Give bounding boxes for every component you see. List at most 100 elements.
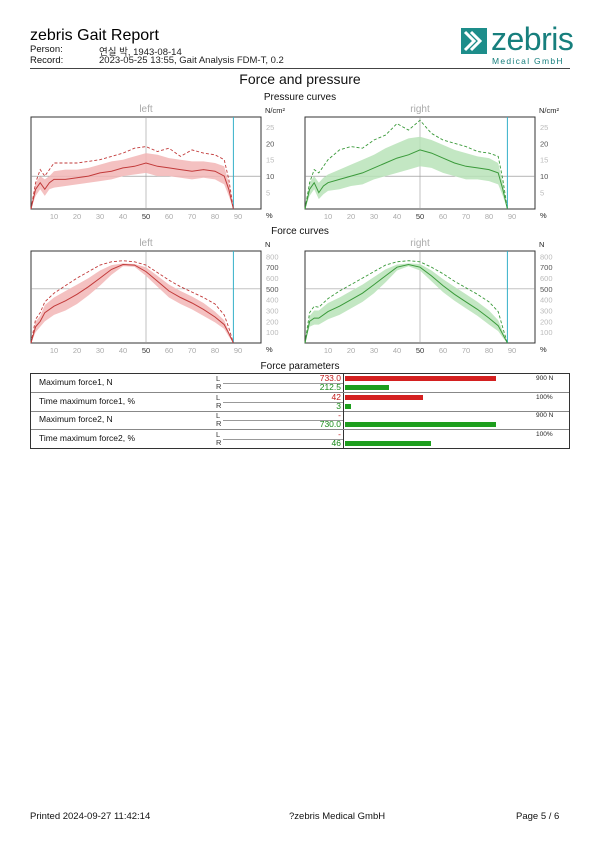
param-divider bbox=[223, 438, 343, 440]
force-right-xtick-label: 80 bbox=[485, 346, 493, 355]
pressure-left-ytick-label: 10 bbox=[266, 172, 274, 181]
pressure-left-xtick-label: 40 bbox=[119, 212, 127, 221]
report-title: zebris Gait Report bbox=[30, 27, 159, 44]
param-left-value: - bbox=[338, 428, 341, 439]
param-right-bar bbox=[345, 385, 389, 390]
force-left-xtick-label: 60 bbox=[165, 346, 173, 355]
param-left-value: - bbox=[338, 410, 341, 420]
force-left-ytick-label: 500 bbox=[266, 285, 279, 294]
p-left-yaxis: 25 20 15 10 5 bbox=[266, 123, 274, 198]
param-side-l: L bbox=[216, 374, 221, 383]
force-chart-right: 10 20 30 40 50 60 70 80 90 bbox=[304, 250, 536, 355]
pressure-right-xtick-label: 90 bbox=[508, 212, 516, 221]
force-left-ytick-label: 800 bbox=[266, 252, 279, 261]
force-parameters-title: Force parameters bbox=[260, 361, 340, 372]
param-left-bar bbox=[345, 376, 497, 381]
param-side-r: R bbox=[216, 419, 222, 428]
pressure-right-xtick-label: 80 bbox=[485, 212, 493, 221]
param-side-r: R bbox=[216, 382, 222, 391]
param-right-bar bbox=[345, 422, 496, 427]
header-divider bbox=[30, 68, 570, 69]
param-max-label: 100% bbox=[536, 393, 553, 401]
pressure-left-xtick-label: 90 bbox=[234, 212, 242, 221]
record-label: Record: bbox=[30, 55, 64, 66]
param-right-value: 3 bbox=[336, 400, 341, 411]
force-right-ytick-label: 300 bbox=[540, 307, 553, 316]
force-left-ytick-label: 300 bbox=[266, 307, 279, 316]
force-right-xtick-label: 10 bbox=[324, 346, 332, 355]
param-bar-axis bbox=[343, 374, 344, 392]
param-row: Time maximum force2, % L R -46 100% bbox=[31, 428, 569, 448]
force-left-mean-line bbox=[30, 263, 234, 344]
force-left-xtick-label: 30 bbox=[96, 346, 104, 355]
force-left-xtick-label: 70 bbox=[188, 346, 196, 355]
force-parameters-table: Maximum force1, N L R 733.0 212.5 900 N Time m… bbox=[30, 373, 570, 449]
logo-word: zebris bbox=[491, 21, 574, 57]
force-chart-left: 10 20 30 40 50 60 70 80 90 bbox=[30, 250, 262, 355]
force-right-max-line bbox=[304, 260, 508, 344]
pressure-left-std-band bbox=[31, 153, 234, 209]
param-label: Maximum force2, N bbox=[39, 414, 113, 424]
param-divider bbox=[223, 420, 343, 421]
force-left-xtick-label: 50 bbox=[142, 346, 150, 355]
param-max-label: 100% bbox=[536, 430, 553, 438]
force-pct-left: % bbox=[266, 345, 273, 354]
param-bar-axis bbox=[343, 429, 344, 448]
pressure-chart-left: 10 20 30 40 50 60 70 80 90 bbox=[30, 116, 262, 221]
force-right-ytick-label: 400 bbox=[540, 296, 553, 305]
force-right-ytick-label: 800 bbox=[540, 252, 553, 261]
pressure-right-ytick-label: 20 bbox=[540, 139, 548, 148]
pressure-left-ytick-label: 25 bbox=[266, 123, 274, 132]
logo-mark-icon bbox=[461, 28, 487, 54]
force-right-xtick-label: 20 bbox=[347, 346, 355, 355]
param-right-value: 212.5 bbox=[319, 382, 341, 392]
param-side-l: L bbox=[216, 411, 221, 420]
param-divider bbox=[223, 383, 343, 384]
person-value: 연실 박, 1943-08-14 bbox=[99, 47, 182, 58]
force-left-std-band bbox=[31, 263, 234, 343]
pressure-left-ytick-label: 5 bbox=[266, 189, 270, 198]
param-row: Maximum force2, N L R -730.0 900 N bbox=[31, 411, 569, 430]
pressure-left-xtick-label: 10 bbox=[50, 212, 58, 221]
pressure-left-xtick-label: 60 bbox=[165, 212, 173, 221]
force-unit-left: N bbox=[265, 240, 271, 249]
force-curves-title: Force curves bbox=[271, 226, 329, 237]
param-label: Maximum force1, N bbox=[39, 377, 113, 387]
pressure-unit-left: N/cm² bbox=[265, 106, 285, 115]
force-left-xtick-label: 40 bbox=[119, 346, 127, 355]
param-label: Time maximum force2, % bbox=[39, 432, 136, 443]
force-right-xtick-label: 40 bbox=[393, 346, 401, 355]
pressure-right-xtick-label: 40 bbox=[393, 212, 401, 221]
force-right-ytick-label: 700 bbox=[540, 263, 553, 272]
force-left-xtick-label: 90 bbox=[234, 346, 242, 355]
force-left-xtick-label: 80 bbox=[211, 346, 219, 355]
footer-page-number: Page 5 / 6 bbox=[516, 811, 560, 822]
pressure-right-ytick-label: 15 bbox=[540, 156, 548, 165]
pressure-right-xtick-label: 60 bbox=[439, 212, 447, 221]
pressure-right-xtick-label: 20 bbox=[347, 212, 355, 221]
zebris-logo: zebris Medical GmbH bbox=[461, 22, 574, 68]
record-value: 2023-05-25 13:55, Gait Analysis FDM-T, 0… bbox=[99, 55, 284, 66]
pressure-left-mean-line bbox=[30, 162, 234, 210]
pressure-right-xtick-label: 10 bbox=[324, 212, 332, 221]
force-left-ytick-label: 100 bbox=[266, 328, 279, 337]
force-left-xtick-label: 10 bbox=[50, 346, 58, 355]
param-side-r: R bbox=[216, 400, 222, 410]
param-bar-axis bbox=[343, 392, 344, 411]
force-right-xtick-label: 90 bbox=[508, 346, 516, 355]
param-bar-axis bbox=[343, 411, 344, 429]
force-right-mean-line bbox=[304, 263, 508, 344]
force-right-ytick-label: 500 bbox=[540, 285, 553, 294]
param-right-value: 730.0 bbox=[319, 419, 341, 429]
force-left-ytick-label: 200 bbox=[266, 317, 279, 326]
param-left-value: 733.0 bbox=[319, 373, 341, 383]
pressure-pct-right: % bbox=[540, 211, 547, 220]
force-pct-right: % bbox=[540, 345, 547, 354]
pressure-chart-right: 10 20 30 40 50 60 70 80 90 bbox=[304, 116, 536, 221]
pressure-right-ytick-label: 25 bbox=[540, 123, 548, 132]
param-left-bar bbox=[345, 394, 424, 400]
force-left-max-line bbox=[30, 260, 234, 344]
force-right-ytick-label: 100 bbox=[540, 328, 553, 337]
